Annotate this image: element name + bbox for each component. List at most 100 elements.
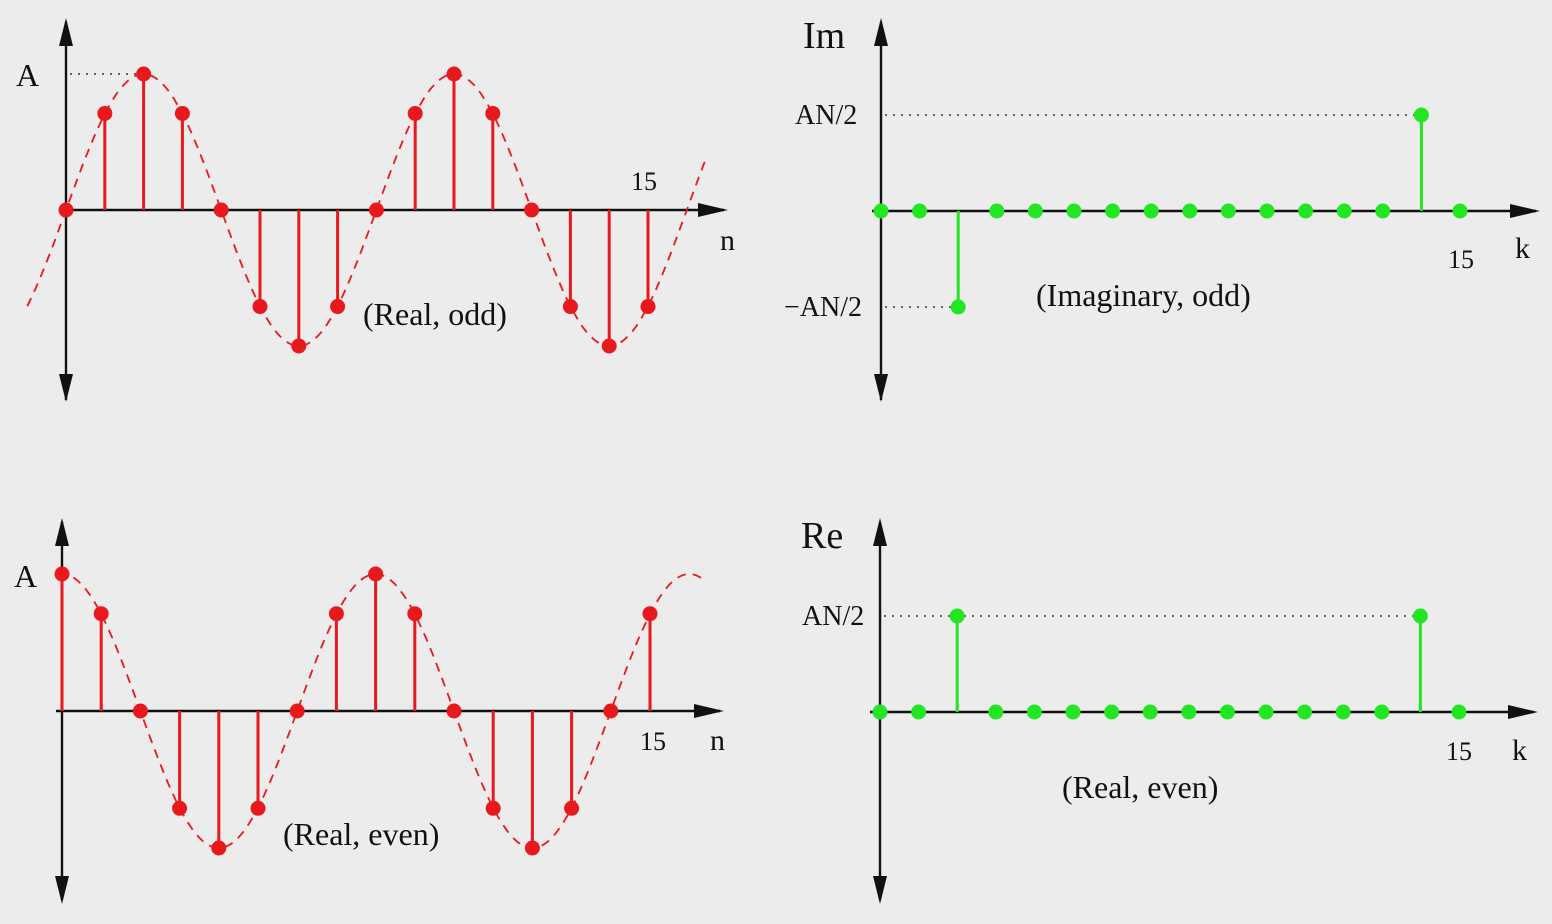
stem-point-0 <box>58 202 74 218</box>
panel-time-odd: A 15 n (Real, odd) <box>16 18 735 402</box>
y-axis-arrow-up <box>55 518 69 546</box>
x-axis-arrow <box>694 704 724 718</box>
stem-point-12 <box>1335 704 1351 720</box>
y-axis-arrow-down <box>874 374 888 402</box>
stem-point-9 <box>407 606 423 622</box>
stem-point-0 <box>54 566 70 582</box>
stem-point-14 <box>1413 107 1429 123</box>
stem-point-15 <box>1452 203 1468 219</box>
panel-time-even: A 15 n (Real, even) <box>14 518 725 904</box>
stem-point-0 <box>873 203 889 219</box>
panel-spectrum-real: Re AN/2 15 k (Real, even) <box>801 515 1538 904</box>
y-axis-arrow-down <box>59 374 73 402</box>
stem-marks <box>873 107 1468 315</box>
stem-point-5 <box>1066 203 1082 219</box>
x-axis-label: k <box>1515 232 1530 265</box>
stem-point-6 <box>1104 704 1120 720</box>
stem-point-2 <box>132 703 148 719</box>
level-label-negative: −AN/2 <box>784 292 862 323</box>
stem-point-10 <box>1258 704 1274 720</box>
stem-point-3 <box>988 704 1004 720</box>
panel-caption: (Real, even) <box>283 816 439 852</box>
stem-point-10 <box>446 703 462 719</box>
stem-point-3 <box>989 203 1005 219</box>
stem-marks <box>26 66 708 354</box>
y-axis-arrow-up <box>874 18 888 46</box>
stem-point-4 <box>211 840 227 856</box>
stem-point-10 <box>446 66 462 82</box>
stem-point-7 <box>1143 203 1159 219</box>
panel-caption: (Real, odd) <box>363 296 507 332</box>
x-axis-arrow <box>698 203 728 217</box>
stem-point-1 <box>911 704 927 720</box>
stem-point-6 <box>291 338 307 354</box>
panel-caption: (Imaginary, odd) <box>1036 277 1251 313</box>
x-axis-label: n <box>720 224 735 257</box>
y-level-label: A <box>16 57 39 93</box>
stem-point-11 <box>485 800 501 816</box>
stem-point-4 <box>1027 203 1043 219</box>
y-axis-label: Im <box>803 15 845 57</box>
stem-point-6 <box>289 703 305 719</box>
stem-point-12 <box>524 202 540 218</box>
stem-marks <box>872 608 1467 720</box>
stem-point-1 <box>97 105 113 121</box>
stem-point-3 <box>172 800 188 816</box>
stem-point-1 <box>93 606 109 622</box>
stem-point-13 <box>1374 704 1390 720</box>
stem-point-4 <box>1026 704 1042 720</box>
level-label-positive: AN/2 <box>795 100 857 131</box>
y-axis-arrow-down <box>873 876 887 904</box>
stem-point-6 <box>1105 203 1121 219</box>
stem-point-15 <box>1451 704 1467 720</box>
stem-point-3 <box>174 105 190 121</box>
stem-point-10 <box>1259 203 1275 219</box>
stem-point-13 <box>564 800 580 816</box>
stem-point-7 <box>328 606 344 622</box>
stem-point-14 <box>601 338 617 354</box>
stem-point-13 <box>562 299 578 315</box>
stem-point-0 <box>872 704 888 720</box>
stem-point-5 <box>250 800 266 816</box>
x-axis-label: n <box>710 724 725 757</box>
x-tick-label: 15 <box>631 167 657 196</box>
level-label: AN/2 <box>802 601 864 632</box>
panel-caption: (Real, even) <box>1062 769 1218 805</box>
stem-point-2 <box>950 299 966 315</box>
stem-point-2 <box>949 608 965 624</box>
x-axis-arrow <box>1510 204 1540 218</box>
stem-point-8 <box>1182 203 1198 219</box>
stem-point-5 <box>1065 704 1081 720</box>
stem-point-9 <box>1220 203 1236 219</box>
stem-point-8 <box>1181 704 1197 720</box>
stem-point-5 <box>252 299 268 315</box>
y-level-label: A <box>14 558 37 594</box>
y-axis-label: Re <box>801 515 843 557</box>
x-tick-label: 15 <box>1446 737 1472 766</box>
stem-point-2 <box>136 66 152 82</box>
stem-point-8 <box>368 566 384 582</box>
stem-point-4 <box>213 202 229 218</box>
stem-point-12 <box>1336 203 1352 219</box>
stem-point-1 <box>912 203 928 219</box>
stem-point-13 <box>1375 203 1391 219</box>
stem-point-9 <box>1219 704 1235 720</box>
y-axis-arrow-down <box>55 876 69 904</box>
stem-point-14 <box>1412 608 1428 624</box>
stem-point-15 <box>642 606 658 622</box>
stem-point-9 <box>407 105 423 121</box>
stem-point-11 <box>485 105 501 121</box>
stem-point-11 <box>1298 203 1314 219</box>
stem-point-11 <box>1297 704 1313 720</box>
x-tick-label: 15 <box>640 727 666 756</box>
stem-point-15 <box>640 299 656 315</box>
stem-marks <box>54 566 702 856</box>
stem-point-12 <box>524 840 540 856</box>
y-axis-arrow-up <box>59 18 73 46</box>
stem-point-7 <box>1142 704 1158 720</box>
x-axis-arrow <box>1508 705 1538 719</box>
stem-point-7 <box>330 299 346 315</box>
y-axis-arrow-up <box>873 518 887 546</box>
